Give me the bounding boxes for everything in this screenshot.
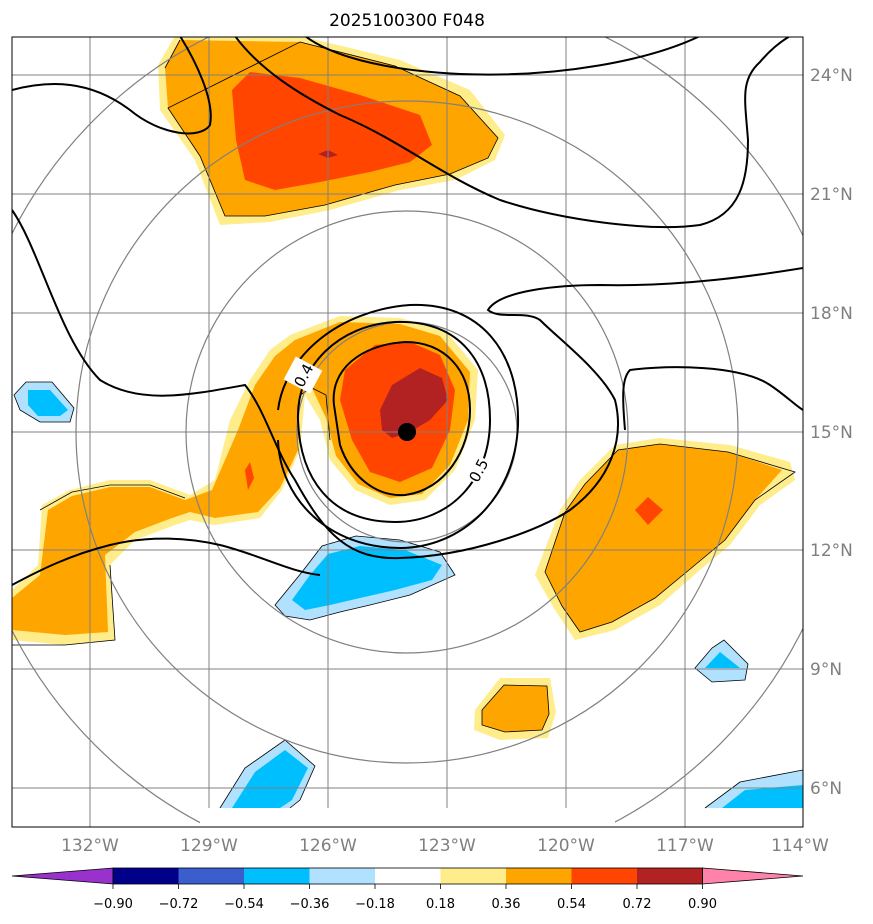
lon-label-120w: 120°W (537, 836, 595, 856)
contour-mid (296, 320, 492, 524)
range-ring-3 (75, 100, 739, 764)
shade-se-skyblue (705, 652, 740, 668)
cb-label-5: −0.18 (355, 897, 395, 912)
colorbar-segment-7 (506, 868, 572, 884)
cb-label-4: −0.36 (290, 897, 330, 912)
ring-gaps (200, 808, 615, 827)
lon-label-132w: 132°W (61, 836, 119, 856)
map-area: 0.4 0.5 (12, 37, 803, 827)
edge-north (164, 39, 499, 217)
colorbar-high-extension (702, 867, 804, 885)
lat-label-6n: 6°N (810, 779, 842, 799)
shade-mid-skyblue (292, 546, 442, 610)
shade-west-skyblue (28, 390, 68, 416)
colorbar-segment-3 (244, 868, 310, 884)
colorbar: −0.90 −0.72 −0.54 −0.36 −0.18 0.18 0.36 … (11, 867, 804, 912)
contour-wide (12, 209, 803, 560)
longitude-labels: 132°W 129°W 126°W 123°W 120°W 117°W 114°… (61, 836, 829, 856)
colorbar-ticks (112, 884, 703, 889)
colorbar-frame (112, 867, 703, 885)
lat-label-15n: 15°N (810, 423, 853, 443)
colorbar-segment-4 (309, 868, 375, 884)
colorbar-segment-5 (375, 868, 441, 884)
cb-label-8: 0.54 (557, 897, 586, 912)
lat-label-18n: 18°N (810, 304, 853, 324)
positive-shading (12, 37, 795, 740)
shade-west-red (245, 462, 254, 490)
figure-title: 2025100300 F048 (329, 11, 485, 31)
shade-north-red (232, 72, 432, 190)
storm-center-marker (398, 423, 416, 441)
cb-label-3: −0.54 (224, 897, 264, 912)
cb-label-1: −0.90 (93, 897, 133, 912)
contour-outer (277, 303, 520, 550)
lon-label-129w: 129°W (180, 836, 238, 856)
latitude-labels: 24°N 21°N 18°N 15°N 12°N 9°N 6°N (810, 66, 853, 799)
cb-label-2: −0.72 (159, 897, 199, 912)
shade-east-orange (545, 444, 782, 632)
colorbar-segment-9 (637, 868, 703, 884)
lat-label-9n: 9°N (810, 660, 842, 680)
shade-south-orange (482, 685, 549, 732)
contour-north-top (304, 37, 701, 76)
contour-label-bg-05 (457, 451, 497, 489)
cb-label-7: 0.36 (492, 897, 521, 912)
edge-se-blue (694, 639, 749, 683)
contour-label-bg-04 (283, 356, 323, 394)
colorbar-segment-2 (178, 868, 244, 884)
edge-south (481, 684, 550, 733)
contour-southwest (12, 537, 321, 586)
contour-north-loop (234, 37, 791, 229)
cb-label-10: 0.90 (688, 897, 717, 912)
colorbar-segment-8 (571, 868, 637, 884)
shade-se-corner-skyblue (722, 785, 803, 808)
lat-label-24n: 24°N (810, 66, 853, 86)
map-frame (11, 36, 804, 828)
colorbar-segment-6 (440, 868, 506, 884)
shade-east-red (635, 497, 663, 525)
ring-gap-bottom (200, 808, 615, 827)
edge-se-corner (704, 769, 803, 809)
contour-east (622, 366, 803, 431)
colorbar-low-extension (11, 867, 114, 885)
contours (12, 37, 803, 586)
lat-label-12n: 12°N (810, 541, 853, 561)
edge-east (544, 443, 796, 633)
edge-sw-blue (219, 739, 316, 809)
lat-label-21n: 21°N (810, 185, 853, 205)
shade-center-darkred (380, 368, 448, 438)
colorbar-segment-1 (113, 868, 179, 884)
contour-north-left (12, 37, 212, 135)
lon-label-114w: 114°W (771, 836, 829, 856)
contour-inner (332, 340, 472, 497)
cb-label-9: 0.72 (623, 897, 652, 912)
lon-label-117w: 117°W (656, 836, 714, 856)
cb-label-6: 0.18 (426, 897, 455, 912)
lon-label-123w: 123°W (418, 836, 476, 856)
range-ring-2 (185, 210, 629, 654)
edge-mid-blue (274, 535, 456, 621)
lon-label-126w: 126°W (299, 836, 357, 856)
shade-sw-skyblue (232, 750, 308, 808)
edge-west-blue (13, 381, 75, 423)
